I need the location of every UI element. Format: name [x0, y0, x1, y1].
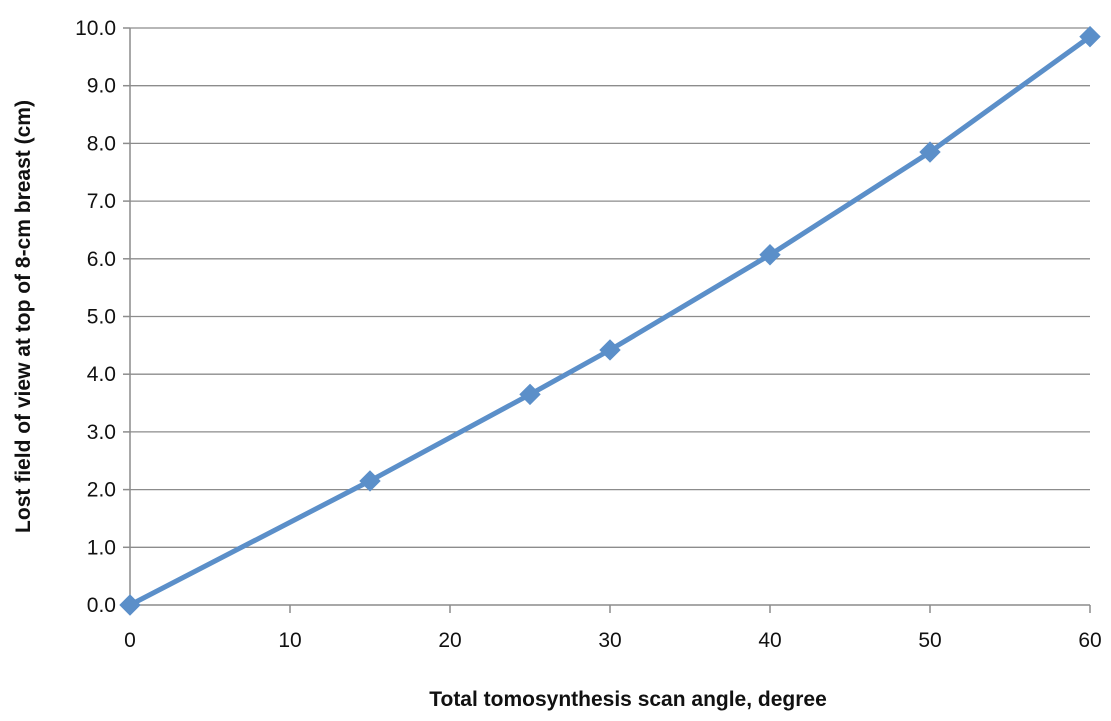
y-tick-label-7: 7.0	[87, 190, 116, 213]
y-tick-label-8: 8.0	[87, 132, 116, 155]
x-tick-label-2: 20	[438, 629, 461, 652]
y-tick-label-3: 3.0	[87, 421, 116, 444]
x-tick-label-3: 30	[598, 629, 621, 652]
series	[127, 34, 1093, 608]
y-tick-label-4: 4.0	[87, 363, 116, 386]
y-tick-label-6: 6.0	[87, 248, 116, 271]
data-point-0-2	[519, 383, 541, 406]
series-line-0	[127, 34, 1093, 608]
data-point-0-3	[599, 339, 621, 361]
data-point-0-4	[759, 244, 781, 266]
axes	[123, 27, 1091, 613]
y-tick-label-2: 2.0	[87, 479, 116, 502]
data-point-0-0	[119, 594, 141, 616]
data-point-0-5	[919, 141, 941, 163]
gridlines	[130, 27, 1090, 548]
markers	[119, 25, 1101, 616]
y-tick-label-9: 9.0	[87, 75, 116, 98]
y-tick-label-0: 0.0	[87, 594, 116, 617]
x-tick-label-0: 0	[124, 629, 136, 652]
x-tick-label-6: 60	[1078, 629, 1101, 652]
data-point-0-6	[1079, 25, 1101, 48]
tick-labels: 0.0 1.0 2.0 3.0 4.0 5.0 6.0 7.0 8.0 9.0 10.0 0 10 20 3…	[75, 17, 1102, 652]
y-tick-label-1: 1.0	[87, 536, 116, 559]
y-tick-label-10: 10.0	[75, 17, 116, 40]
y-axis-title: Lost field of view at top of 8-cm breast…	[12, 100, 35, 533]
x-tick-label-4: 40	[758, 629, 781, 652]
x-axis-title: Total tomosynthesis scan angle, degree	[429, 688, 827, 711]
x-tick-label-1: 10	[278, 629, 301, 652]
x-tick-label-5: 50	[918, 629, 941, 652]
data-point-0-1	[359, 470, 381, 492]
y-tick-label-5: 5.0	[87, 306, 116, 329]
